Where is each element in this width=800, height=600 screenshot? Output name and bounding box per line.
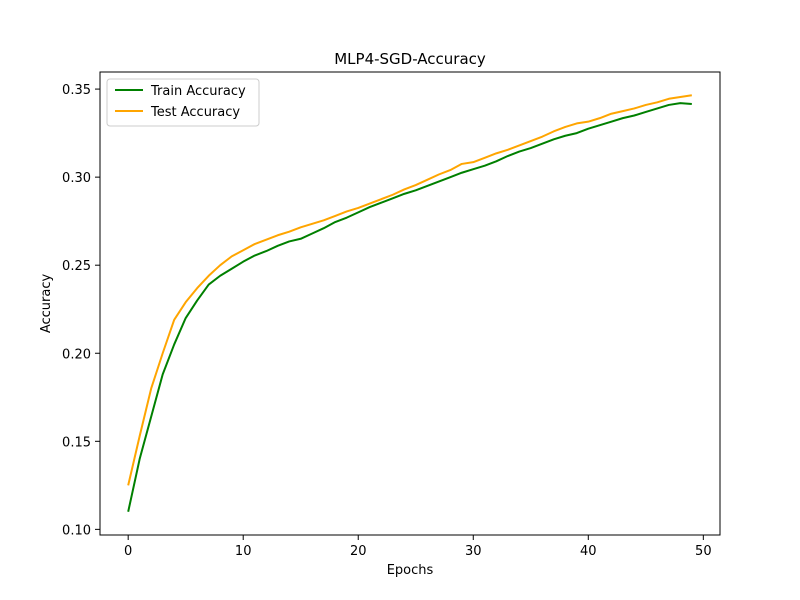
x-tick-label: 40 <box>580 544 597 559</box>
y-tick-label: 0.15 <box>62 435 91 450</box>
series-line-test-accuracy <box>127 94 692 486</box>
legend-test-accuracy-label: Test Accuracy <box>150 105 240 120</box>
y-axis-label: Accuracy <box>39 274 54 334</box>
x-tick-label: 0 <box>124 544 132 559</box>
chart-title: MLP4-SGD-Accuracy <box>334 50 486 68</box>
y-tick-label: 0.25 <box>62 259 91 274</box>
plot-frame <box>99 71 721 536</box>
y-tick-label: 0.30 <box>62 171 91 186</box>
y-tick-label: 0.10 <box>62 523 91 538</box>
legend-box <box>106 78 260 127</box>
x-tick-label: 10 <box>235 544 252 559</box>
y-tick-label: 0.35 <box>62 83 91 98</box>
x-tick-label: 30 <box>465 544 482 559</box>
x-tick-label: 50 <box>695 544 712 559</box>
y-tick-label: 0.20 <box>62 347 91 362</box>
series-layer <box>127 94 692 512</box>
series-line-train-accuracy <box>127 102 692 512</box>
ticks-layer: 0 10 20 30 40 50 0.10 0.15 0.20 0.25 0.30 0.35 <box>62 83 712 559</box>
x-axis-label: Epochs <box>387 563 434 578</box>
legend: Train Accuracy Test Accuracy <box>106 78 260 127</box>
legend-train-accuracy-label: Train Accuracy <box>150 84 246 99</box>
x-tick-label: 20 <box>350 544 367 559</box>
